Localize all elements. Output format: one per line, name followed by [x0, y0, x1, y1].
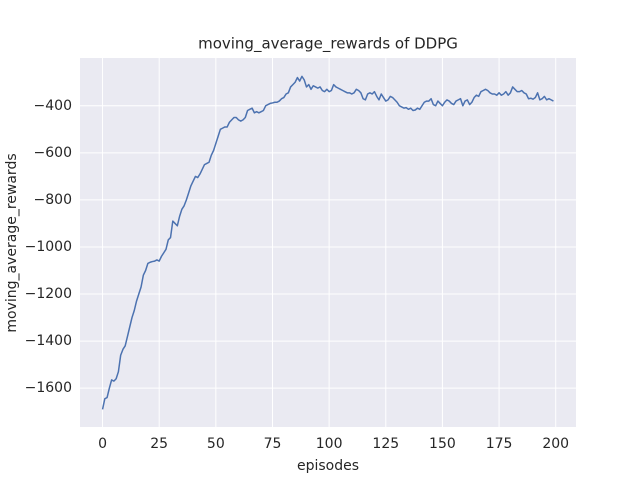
x-tick-label: 175	[486, 436, 513, 452]
x-tick-label: 100	[316, 436, 343, 452]
x-tick-label: 200	[542, 436, 569, 452]
y-tick-label: −600	[34, 145, 72, 161]
x-tick-label: 0	[98, 436, 107, 452]
y-tick-label: −1400	[25, 333, 72, 349]
x-axis-label: episodes	[297, 458, 359, 474]
x-tick-label: 25	[150, 436, 168, 452]
x-tick-label: 125	[372, 436, 399, 452]
chart-title: moving_average_rewards of DDPG	[198, 35, 458, 54]
y-tick-label: −1000	[25, 239, 72, 255]
line-series	[101, 75, 554, 410]
x-tick-label: 75	[264, 436, 282, 452]
x-tick-label: 150	[429, 436, 456, 452]
y-axis-label: moving_average_rewards	[4, 153, 20, 332]
y-tick-label: −1200	[25, 286, 72, 302]
y-tick-label: −1600	[25, 380, 72, 396]
plot-area	[80, 58, 576, 427]
y-tick-label: −800	[34, 192, 72, 208]
x-tick-label: 50	[207, 436, 225, 452]
y-tick-label: −400	[34, 98, 72, 114]
